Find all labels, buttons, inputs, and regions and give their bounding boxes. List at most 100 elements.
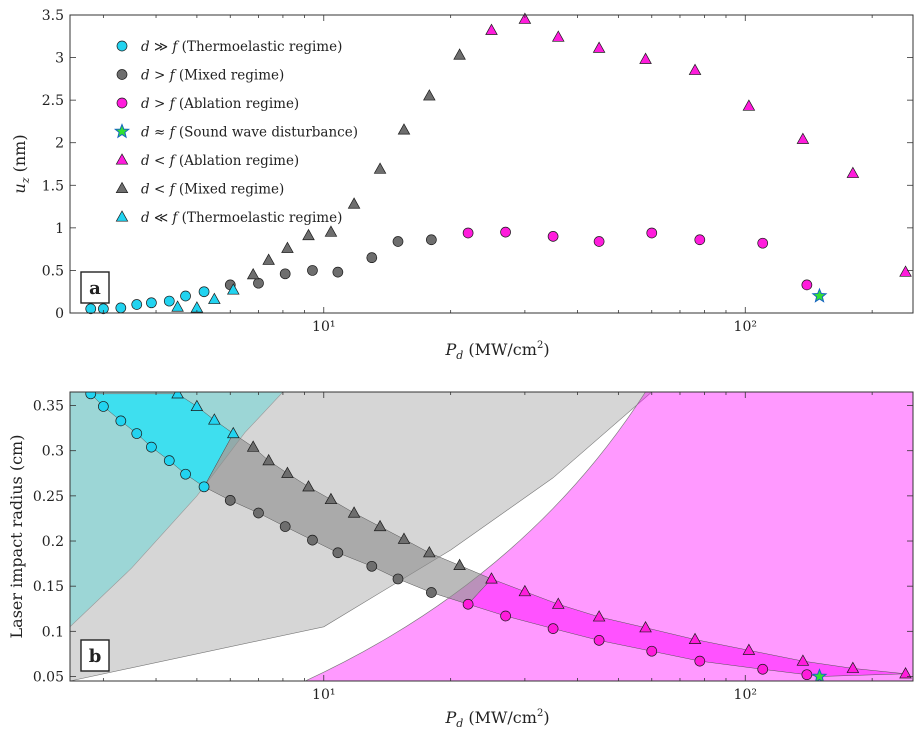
y-tick-label: 0.25 xyxy=(33,489,64,505)
data-point xyxy=(366,252,378,264)
data-point xyxy=(180,290,191,302)
data-point xyxy=(397,532,411,544)
y-tick-label: 0.3 xyxy=(42,444,64,460)
legend-label: d > f (Ablation regime) xyxy=(141,96,299,112)
data-point xyxy=(811,287,828,303)
data-point xyxy=(347,506,361,518)
data-point xyxy=(688,63,702,75)
data-point xyxy=(85,392,97,400)
legend: d ≫ f (Thermoelastic regime) d > f (Mixed… xyxy=(113,39,358,226)
y-tick-label: 3 xyxy=(55,51,64,67)
data-point xyxy=(397,123,411,135)
data-point xyxy=(547,231,559,242)
y-tick-label: 0 xyxy=(55,306,64,322)
legend-label: d > f (Mixed regime) xyxy=(141,68,284,84)
data-point xyxy=(253,507,264,519)
panel-a: 10¹ 10² 0 0.5 1 1.5 2 2.5 3 3.5 uz (nm) Pd (MW/cm2)… xyxy=(10,8,914,362)
data-point xyxy=(462,227,474,239)
data-point xyxy=(198,481,210,493)
data-point xyxy=(593,635,605,646)
panel-label: a xyxy=(89,278,101,299)
data-point xyxy=(462,598,474,610)
data-point xyxy=(281,241,294,253)
x-tick-label: 10² xyxy=(734,319,757,335)
legend-label: d ≈ f (Sound wave disturbance) xyxy=(141,125,358,141)
y-tick-label: 2.5 xyxy=(42,93,64,109)
axes-frame xyxy=(69,391,914,682)
panel-label-box xyxy=(80,271,110,304)
legend-label: d < f (Mixed regime) xyxy=(141,182,284,198)
x-axis-label: Pd (MW/cm2) xyxy=(444,708,549,730)
data-point xyxy=(796,654,810,666)
legend-label: d ≫ f (Thermoelastic regime) xyxy=(141,39,342,55)
data-point xyxy=(485,23,498,35)
data-point xyxy=(302,228,315,241)
series-5 xyxy=(246,48,466,280)
data-point xyxy=(98,303,109,315)
data-point xyxy=(146,297,157,309)
data-point xyxy=(801,279,813,291)
data-point xyxy=(453,48,466,60)
data-point xyxy=(366,560,378,572)
series-0 xyxy=(85,286,210,315)
axes-frame xyxy=(69,14,914,314)
y-tick-label: 0.2 xyxy=(42,534,64,550)
data-point xyxy=(163,455,175,466)
y-tick-label: 0.15 xyxy=(33,579,64,595)
data-point xyxy=(500,610,511,622)
panel-label-box xyxy=(80,639,110,672)
data-point xyxy=(131,299,143,310)
series-2 xyxy=(462,226,813,291)
y-tick-label: 0.05 xyxy=(33,669,64,685)
data-point xyxy=(226,426,240,439)
legend-label: d < f (Ablation regime) xyxy=(141,153,299,169)
data-point xyxy=(279,268,291,280)
data-point xyxy=(639,52,652,64)
x-tick-label: 10¹ xyxy=(312,687,335,703)
data-point xyxy=(171,392,184,399)
data-point xyxy=(190,399,204,411)
data-point xyxy=(423,89,436,101)
legend-marker xyxy=(115,153,129,165)
x-tick-label: 10² xyxy=(734,687,757,703)
data-point xyxy=(253,277,264,289)
data-point xyxy=(262,453,275,466)
data-point xyxy=(592,610,606,622)
series-4 xyxy=(485,12,912,277)
legend-marker xyxy=(113,123,131,139)
y-tick-label: 1.5 xyxy=(42,178,64,194)
data-point xyxy=(518,12,532,24)
data-point xyxy=(115,302,127,314)
data-point xyxy=(85,303,97,315)
data-point xyxy=(592,41,606,53)
y-tick-label: 0.5 xyxy=(42,263,64,279)
legend-marker xyxy=(115,210,129,222)
legend-marker xyxy=(116,97,128,109)
legend-marker xyxy=(116,69,128,80)
data-point xyxy=(688,632,702,645)
y-tick-label: 1 xyxy=(55,221,64,237)
data-point xyxy=(332,266,344,278)
data-point xyxy=(373,519,387,532)
data-point xyxy=(332,547,344,559)
data-point xyxy=(639,620,652,633)
data-point xyxy=(757,663,769,675)
data-point xyxy=(324,225,338,237)
data-point xyxy=(801,669,813,681)
series-1 xyxy=(224,495,437,598)
data-point xyxy=(246,440,260,452)
plot-content xyxy=(70,392,913,681)
legend-marker xyxy=(116,40,128,52)
data-point xyxy=(694,655,706,667)
y-axis-label: uz (nm) xyxy=(10,134,32,193)
data-point xyxy=(547,623,559,634)
data-point xyxy=(208,413,221,425)
data-point xyxy=(281,466,294,478)
data-point xyxy=(811,668,828,681)
data-point xyxy=(518,584,532,597)
data-point xyxy=(224,495,236,506)
data-point xyxy=(392,573,404,585)
data-point xyxy=(899,265,912,277)
data-point xyxy=(593,236,605,247)
